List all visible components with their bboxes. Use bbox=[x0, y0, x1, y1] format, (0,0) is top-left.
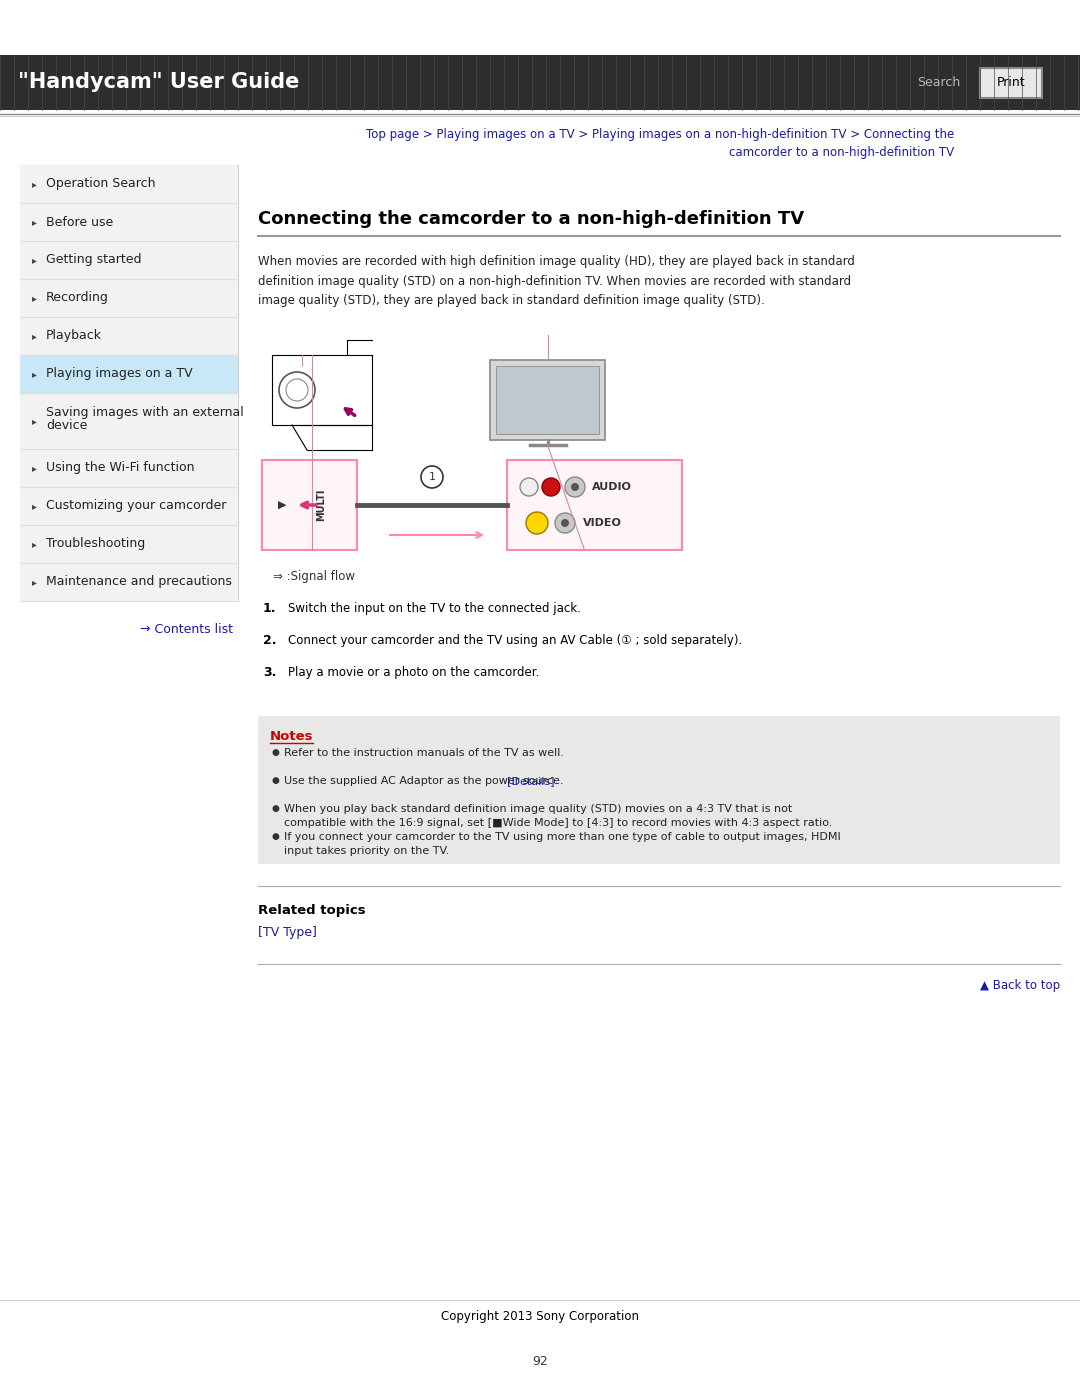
Text: Maintenance and precautions: Maintenance and precautions bbox=[46, 576, 232, 588]
Text: ▸: ▸ bbox=[32, 539, 37, 549]
Text: ●: ● bbox=[272, 747, 280, 757]
Text: Operation Search: Operation Search bbox=[46, 177, 156, 190]
Bar bbox=[21, 488, 238, 525]
Bar bbox=[21, 393, 238, 448]
Text: When you play back standard definition image quality (STD) movies on a 4:3 TV th: When you play back standard definition i… bbox=[284, 805, 833, 827]
Text: ▸: ▸ bbox=[32, 502, 37, 511]
Text: ▶: ▶ bbox=[278, 500, 286, 510]
Text: Playback: Playback bbox=[46, 330, 102, 342]
Bar bbox=[507, 460, 681, 550]
Text: Use the supplied AC Adaptor as the power source.: Use the supplied AC Adaptor as the power… bbox=[284, 775, 567, 787]
Text: When movies are recorded with high definition image quality (HD), they are playe: When movies are recorded with high defin… bbox=[258, 256, 855, 307]
Text: Connecting the camcorder to a non-high-definition TV: Connecting the camcorder to a non-high-d… bbox=[258, 210, 805, 228]
Bar bbox=[21, 279, 238, 317]
Text: Copyright 2013 Sony Corporation: Copyright 2013 Sony Corporation bbox=[441, 1310, 639, 1323]
Text: MULTI: MULTI bbox=[315, 489, 326, 521]
Text: Related topics: Related topics bbox=[258, 904, 366, 916]
Text: Getting started: Getting started bbox=[46, 253, 141, 267]
Text: Before use: Before use bbox=[46, 215, 113, 229]
Bar bbox=[21, 448, 238, 488]
Bar bbox=[490, 360, 605, 440]
Text: ▲ Back to top: ▲ Back to top bbox=[980, 979, 1059, 992]
Text: Troubleshooting: Troubleshooting bbox=[46, 538, 145, 550]
Text: Customizing your camcorder: Customizing your camcorder bbox=[46, 500, 227, 513]
Text: → Contents list: → Contents list bbox=[140, 623, 233, 636]
Text: Using the Wi-Fi function: Using the Wi-Fi function bbox=[46, 461, 194, 475]
Circle shape bbox=[526, 511, 548, 534]
Text: ▸: ▸ bbox=[32, 217, 37, 226]
Text: Print: Print bbox=[997, 75, 1025, 89]
Bar bbox=[21, 203, 238, 242]
Text: Switch the input on the TV to the connected jack.: Switch the input on the TV to the connec… bbox=[288, 602, 581, 615]
Bar bbox=[21, 525, 238, 563]
Text: ▸: ▸ bbox=[32, 369, 37, 379]
Bar bbox=[21, 165, 238, 203]
Text: ▸: ▸ bbox=[32, 577, 37, 587]
Bar bbox=[980, 68, 1042, 98]
Text: ●: ● bbox=[272, 805, 280, 813]
Bar bbox=[258, 717, 1059, 863]
Text: ●: ● bbox=[272, 833, 280, 841]
Text: [TV Type]: [TV Type] bbox=[258, 926, 316, 939]
Bar bbox=[21, 242, 238, 279]
Text: Playing images on a TV: Playing images on a TV bbox=[46, 367, 192, 380]
Circle shape bbox=[542, 478, 561, 496]
Bar bbox=[21, 317, 238, 355]
Circle shape bbox=[561, 520, 569, 527]
Text: Search: Search bbox=[917, 75, 960, 89]
Text: 2.: 2. bbox=[264, 634, 276, 647]
Text: [Details]: [Details] bbox=[507, 775, 554, 787]
Text: device: device bbox=[46, 419, 87, 432]
Bar bbox=[262, 460, 357, 550]
Bar bbox=[496, 366, 599, 434]
Text: ▸: ▸ bbox=[32, 416, 37, 426]
Bar bbox=[21, 165, 238, 601]
Bar bbox=[21, 563, 238, 601]
Bar bbox=[21, 355, 238, 393]
Text: 1: 1 bbox=[429, 472, 435, 482]
Text: Top page > Playing images on a TV > Playing images on a non-high-definition TV >: Top page > Playing images on a TV > Play… bbox=[366, 129, 954, 159]
Text: ▸: ▸ bbox=[32, 331, 37, 341]
Text: 1.: 1. bbox=[264, 602, 276, 615]
Text: ▸: ▸ bbox=[32, 293, 37, 303]
Text: ▸: ▸ bbox=[32, 179, 37, 189]
Text: Connect your camcorder and the TV using an AV Cable (① ; sold separately).: Connect your camcorder and the TV using … bbox=[288, 634, 742, 647]
Circle shape bbox=[519, 478, 538, 496]
Circle shape bbox=[571, 483, 579, 490]
Text: ▸: ▸ bbox=[32, 462, 37, 474]
Bar bbox=[0, 54, 1080, 110]
Text: ▸: ▸ bbox=[32, 256, 37, 265]
Text: 92: 92 bbox=[532, 1355, 548, 1368]
Text: Notes: Notes bbox=[270, 731, 313, 743]
Circle shape bbox=[565, 476, 585, 497]
Text: ⇒ :Signal flow: ⇒ :Signal flow bbox=[273, 570, 355, 583]
Text: "Handycam" User Guide: "Handycam" User Guide bbox=[18, 73, 299, 92]
Text: 3.: 3. bbox=[264, 666, 276, 679]
Text: Saving images with an external: Saving images with an external bbox=[46, 407, 244, 419]
Text: ●: ● bbox=[272, 775, 280, 785]
Text: Refer to the instruction manuals of the TV as well.: Refer to the instruction manuals of the … bbox=[284, 747, 564, 759]
Text: Play a movie or a photo on the camcorder.: Play a movie or a photo on the camcorder… bbox=[288, 666, 539, 679]
Text: If you connect your camcorder to the TV using more than one type of cable to out: If you connect your camcorder to the TV … bbox=[284, 833, 840, 855]
Text: Recording: Recording bbox=[46, 292, 109, 305]
Circle shape bbox=[555, 513, 575, 534]
Text: AUDIO: AUDIO bbox=[592, 482, 632, 492]
Text: VIDEO: VIDEO bbox=[583, 518, 622, 528]
